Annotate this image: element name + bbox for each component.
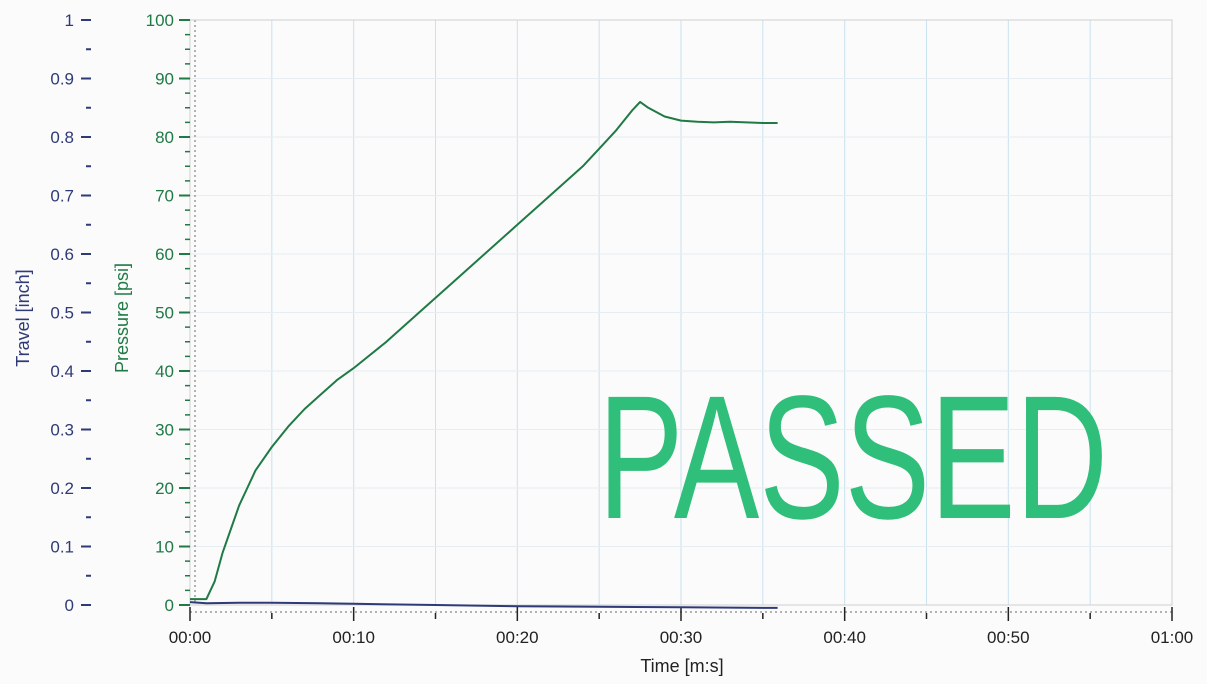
travel-tick-label: 0.4 (50, 362, 74, 381)
time-tick-label: 01:00 (1151, 628, 1194, 647)
passed-stamp: PASSED (598, 360, 1108, 556)
travel-tick-label: 0.2 (50, 479, 74, 498)
travel-tick-label: 0 (65, 596, 74, 615)
time-axis-title: Time [m:s] (640, 656, 723, 676)
travel-tick-label: 0.5 (50, 304, 74, 323)
travel-axis-title: Travel [inch] (13, 269, 33, 366)
pressure-tick-label: 10 (155, 538, 174, 557)
time-tick-label: 00:30 (660, 628, 703, 647)
travel-tick-label: 0.7 (50, 187, 74, 206)
travel-tick-label: 1 (65, 11, 74, 30)
time-tick-label: 00:50 (987, 628, 1030, 647)
travel-tick-label: 0.9 (50, 70, 74, 89)
pressure-tick-label: 80 (155, 128, 174, 147)
time-tick-label: 00:20 (496, 628, 539, 647)
pressure-tick-label: 50 (155, 304, 174, 323)
pressure-axis-ticks: 0 10 20 30 40 50 60 70 80 90 100 (146, 11, 190, 615)
travel-axis-ticks: 0 0.1 0.2 0.3 0.4 0.5 0.6 0.7 0.8 0.9 1 (50, 11, 91, 615)
pressure-axis-title: Pressure [psi] (112, 263, 132, 373)
pressure-tick-label: 20 (155, 479, 174, 498)
series-layer (189, 100, 778, 609)
travel-tick-label: 0.1 (50, 538, 74, 557)
travel-tick-label: 0.3 (50, 421, 74, 440)
pressure-tick-label: 0 (165, 596, 174, 615)
pressure-tick-label: 90 (155, 70, 174, 89)
pressure-series-line (190, 100, 778, 601)
pressure-tick-label: 60 (155, 245, 174, 264)
travel-series-line (189, 601, 778, 609)
time-tick-label: 00:00 (169, 628, 212, 647)
time-tick-label: 00:10 (332, 628, 375, 647)
time-tick-label: 00:40 (823, 628, 866, 647)
pressure-tick-label: 100 (146, 11, 174, 30)
travel-tick-label: 0.8 (50, 128, 74, 147)
travel-tick-label: 0.6 (50, 245, 74, 264)
pressure-tick-label: 30 (155, 421, 174, 440)
pressure-tick-label: 40 (155, 362, 174, 381)
pressure-tick-label: 70 (155, 187, 174, 206)
time-axis-ticks: 00:00 00:10 00:20 00:30 00:40 00:50 01:00 (169, 607, 1194, 647)
